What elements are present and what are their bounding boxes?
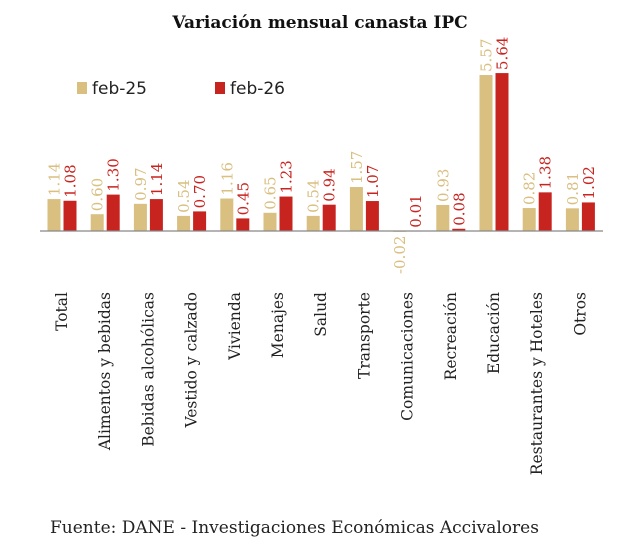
category-label: Alimentos y bebidas [96,292,114,451]
bar-feb-26 [149,199,163,231]
bar-feb-26 [322,204,336,231]
bar-feb-25 [479,75,493,231]
bar-feb-25 [47,199,61,231]
value-label: 1.23 [278,160,296,193]
value-label: 0.93 [434,169,452,202]
value-label: 0.45 [234,182,252,215]
value-label: 0.01 [407,194,425,227]
category-label: Bebidas alcohólicas [139,292,157,447]
legend-label-feb-26: feb-26 [230,79,285,99]
bar-feb-25 [263,212,277,231]
value-label: 1.08 [62,164,80,197]
bar-feb-26 [193,211,207,231]
value-label: -0.02 [391,236,409,274]
bar-feb-25 [522,208,536,231]
bar-feb-25 [436,204,450,231]
category-label: Total [53,292,71,331]
value-label: 1.30 [105,158,123,191]
value-label: 5.57 [478,39,496,72]
legend-swatch-feb-26 [215,82,225,94]
category-label: Vestido y calzado [183,292,201,429]
value-label: 1.07 [364,165,382,198]
bars: 1.141.08 0.601.30 0.971.140.540.70 1.160.45… [46,37,598,274]
category-label: Comunicaciones [399,292,417,421]
value-label: 0.81 [564,172,582,205]
bar-feb-26 [279,196,293,231]
bar-feb-25 [565,208,579,231]
bar-feb-25 [133,203,147,231]
legend-label-feb-25: feb-25 [92,79,147,99]
bar-feb-26 [365,201,379,231]
bar-feb-25 [306,215,320,231]
value-label: 0.08 [450,192,468,225]
category-label: Recreación [442,292,460,380]
value-label: 1.14 [148,163,166,196]
bar-feb-26 [236,218,250,231]
value-label: 0.97 [132,167,150,200]
bar-feb-25 [220,198,234,231]
category-label: Restaurantes y Hoteles [528,292,546,475]
bar-feb-25 [90,214,104,231]
value-label: 0.54 [175,179,193,212]
category-label: Menajes [269,292,287,358]
legend: feb-25 feb-26 [77,79,285,99]
legend-swatch-feb-25 [77,82,87,94]
bar-feb-26 [495,73,509,231]
value-label: 0.60 [89,178,107,211]
value-label: 0.70 [191,175,209,208]
bar-feb-26 [452,228,466,231]
bar-feb-26 [538,192,552,231]
category-label: Vivienda [226,292,244,361]
chart-title: Variación mensual canasta IPC [171,13,467,33]
value-label: 0.54 [305,179,323,212]
category-label: Otros [571,292,589,336]
source-note: Fuente: DANE - Investigaciones Económica… [50,518,539,538]
bar-feb-25 [349,187,363,231]
category-labels: Total Alimentos y bebidas Bebidas alcohóli… [53,292,589,475]
value-label: 1.57 [348,151,366,184]
value-label: 0.82 [521,172,539,205]
bar-feb-25 [177,215,191,231]
value-label: 1.14 [46,163,64,196]
value-label: 5.64 [494,37,512,70]
bar-feb-26 [106,194,120,231]
bar-feb-26 [63,200,77,231]
bar-feb-26 [581,202,595,231]
value-label: 0.94 [321,168,339,201]
category-label: Educación [485,292,503,374]
value-label: 0.65 [262,176,280,209]
category-label: Transporte [355,292,373,379]
value-label: 1.38 [537,156,555,189]
value-label: 1.02 [580,166,598,199]
category-label: Salud [312,292,330,337]
value-label: 1.16 [218,162,236,195]
